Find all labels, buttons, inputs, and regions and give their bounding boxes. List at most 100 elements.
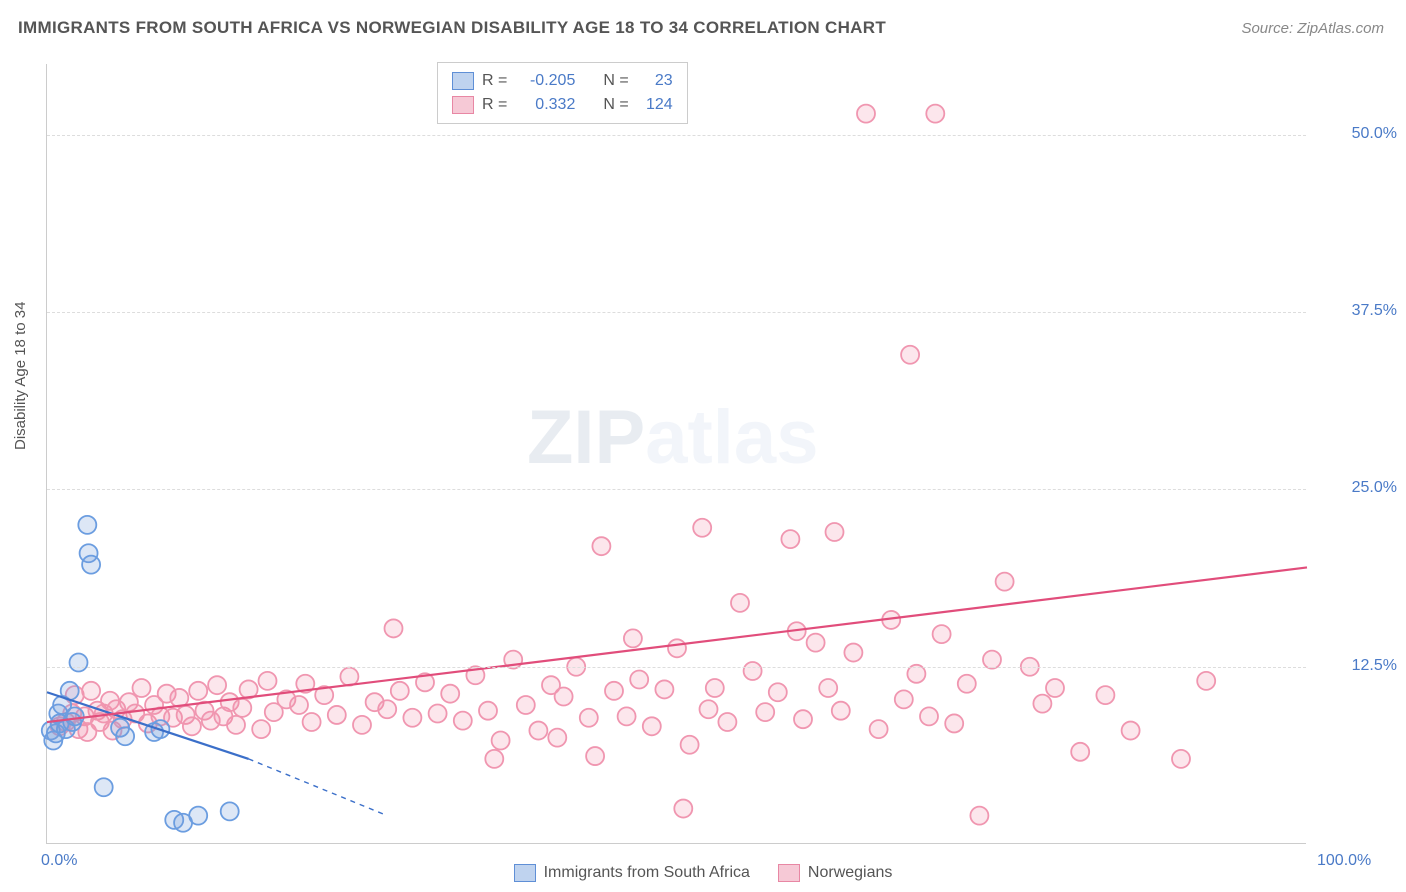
scatter-point — [1096, 686, 1114, 704]
stat-r-label: R = — [482, 96, 507, 114]
scatter-point — [794, 710, 812, 728]
legend-item: Immigrants from South Africa — [514, 864, 750, 882]
scatter-point — [479, 702, 497, 720]
scatter-point — [66, 707, 84, 725]
scatter-point — [630, 670, 648, 688]
scatter-point — [592, 537, 610, 555]
scatter-point — [700, 700, 718, 718]
scatter-point — [259, 672, 277, 690]
scatter-point — [958, 675, 976, 693]
scatter-point — [706, 679, 724, 697]
scatter-point — [116, 727, 134, 745]
scatter-point — [832, 702, 850, 720]
scatter-point — [769, 683, 787, 701]
scatter-point — [920, 707, 938, 725]
scatter-point — [933, 625, 951, 643]
scatter-point — [189, 682, 207, 700]
scatter-point — [403, 709, 421, 727]
scatter-point — [870, 720, 888, 738]
scatter-point — [580, 709, 598, 727]
scatter-point — [945, 714, 963, 732]
stat-n-label: N = — [603, 72, 628, 90]
scatter-point — [970, 807, 988, 825]
scatter-point — [1197, 672, 1215, 690]
scatter-point — [517, 696, 535, 714]
scatter-point — [926, 105, 944, 123]
scatter-point — [353, 716, 371, 734]
scatter-point — [183, 717, 201, 735]
legend-swatch — [452, 96, 474, 114]
chart-title: IMMIGRANTS FROM SOUTH AFRICA VS NORWEGIA… — [18, 18, 886, 38]
scatter-point — [744, 662, 762, 680]
y-tick-label: 25.0% — [1317, 479, 1397, 497]
legend-swatch — [778, 864, 800, 882]
gridline-h — [47, 489, 1306, 490]
scatter-point — [290, 696, 308, 714]
scatter-point — [328, 706, 346, 724]
scatter-point — [1033, 695, 1051, 713]
scatter-point — [78, 516, 96, 534]
scatter-point — [857, 105, 875, 123]
stats-legend-row: R = -0.205 N = 23 — [452, 69, 673, 93]
bottom-legend: Immigrants from South Africa Norwegians — [0, 864, 1406, 882]
scatter-point — [548, 729, 566, 747]
scatter-point — [441, 685, 459, 703]
scatter-point — [485, 750, 503, 768]
legend-swatch — [452, 72, 474, 90]
scatter-point — [668, 639, 686, 657]
scatter-point — [731, 594, 749, 612]
scatter-point — [643, 717, 661, 735]
scatter-point — [233, 699, 251, 717]
legend-swatch — [514, 864, 536, 882]
scatter-point — [1071, 743, 1089, 761]
scatter-point — [693, 519, 711, 537]
scatter-point — [996, 573, 1014, 591]
stat-n-label: N = — [603, 96, 628, 114]
scatter-point — [624, 629, 642, 647]
legend-label: Immigrants from South Africa — [544, 864, 750, 882]
scatter-point — [133, 679, 151, 697]
scatter-point — [1046, 679, 1064, 697]
y-tick-label: 12.5% — [1317, 657, 1397, 675]
scatter-point — [82, 682, 100, 700]
stat-r-value: -0.205 — [515, 72, 575, 90]
scatter-point — [674, 800, 692, 818]
scatter-point — [378, 700, 396, 718]
scatter-point — [70, 653, 88, 671]
stat-n-value: 23 — [637, 72, 673, 90]
scatter-point — [844, 644, 862, 662]
scatter-svg — [47, 64, 1306, 843]
stat-r-label: R = — [482, 72, 507, 90]
gridline-h — [47, 135, 1306, 136]
scatter-point — [655, 680, 673, 698]
scatter-point — [1172, 750, 1190, 768]
scatter-point — [1122, 722, 1140, 740]
y-axis-label: Disability Age 18 to 34 — [12, 302, 29, 450]
scatter-point — [807, 634, 825, 652]
gridline-h — [47, 312, 1306, 313]
scatter-point — [391, 682, 409, 700]
scatter-point — [895, 690, 913, 708]
stat-r-value: 0.332 — [515, 96, 575, 114]
stats-legend-box: R = -0.205 N = 23 R = 0.332 N = 124 — [437, 62, 688, 124]
stat-n-value: 124 — [637, 96, 673, 114]
scatter-point — [681, 736, 699, 754]
gridline-h — [47, 667, 1306, 668]
scatter-point — [208, 676, 226, 694]
scatter-point — [252, 720, 270, 738]
scatter-point — [429, 705, 447, 723]
scatter-point — [718, 713, 736, 731]
y-tick-label: 50.0% — [1317, 125, 1397, 143]
scatter-point — [303, 713, 321, 731]
trend-line-dashed — [249, 759, 388, 816]
scatter-point — [492, 731, 510, 749]
scatter-point — [756, 703, 774, 721]
scatter-point — [819, 679, 837, 697]
scatter-point — [340, 668, 358, 686]
scatter-point — [618, 707, 636, 725]
scatter-point — [82, 556, 100, 574]
scatter-point — [227, 716, 245, 734]
scatter-point — [586, 747, 604, 765]
stats-legend-row: R = 0.332 N = 124 — [452, 93, 673, 117]
source-label: Source: ZipAtlas.com — [1241, 20, 1384, 37]
